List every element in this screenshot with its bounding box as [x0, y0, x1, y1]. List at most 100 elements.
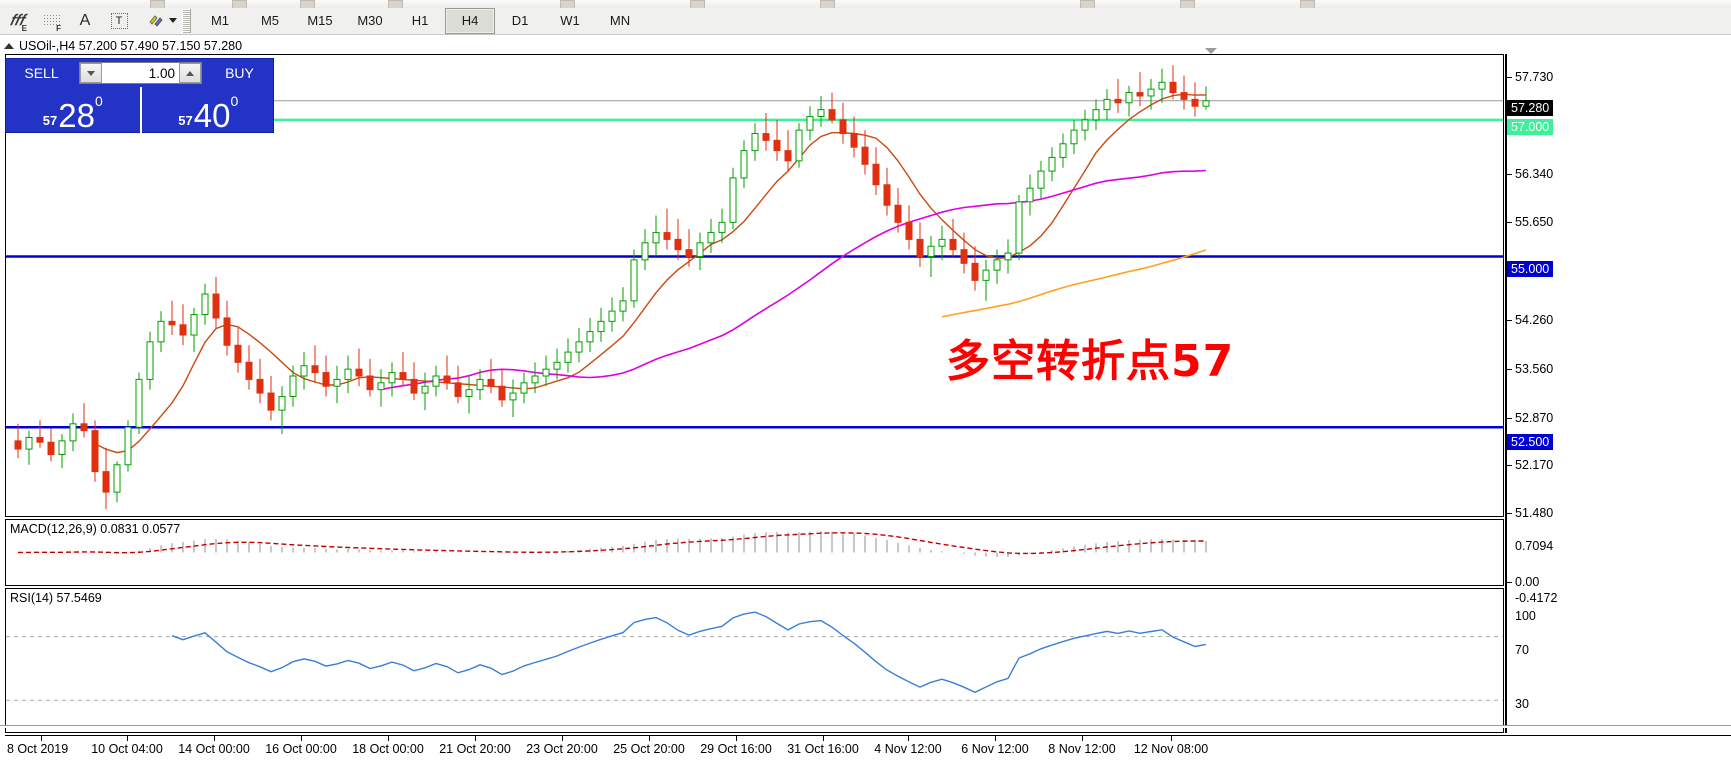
grid-dots-icon[interactable]: F: [34, 7, 68, 35]
price-badge-55-000: 55.000: [1507, 261, 1554, 277]
price-tick-label: 52.870: [1515, 411, 1554, 425]
price-axis[interactable]: 57.730 57.280 57.000 56.340 55.650 55.000 54.2…: [1505, 54, 1731, 733]
axis-tick: [1507, 320, 1512, 321]
chart-window[interactable]: USOil-,H4 57.200 57.490 57.150 57.280 多空…: [0, 36, 1731, 764]
sell-price-fraction: 0: [94, 93, 103, 109]
volume-decrease-button[interactable]: [80, 63, 102, 83]
toolbar-overflow-icon[interactable]: [1180, 0, 1195, 8]
chart-shift-marker[interactable]: [1205, 48, 1217, 54]
timeframe-m15[interactable]: M15: [307, 13, 333, 28]
time-tick: [214, 736, 215, 741]
time-tick-label: 21 Oct 20:00: [439, 742, 511, 756]
toolbar-overflow-icon[interactable]: [1080, 0, 1095, 8]
price-tick-label: -0.4172: [1515, 591, 1558, 605]
toolbar-gripper[interactable]: [182, 8, 191, 33]
timeframe-h4[interactable]: H4: [445, 7, 495, 34]
time-tick-label: 8 Oct 2019: [7, 742, 69, 756]
price-tick-label: 55.650: [1515, 215, 1554, 229]
time-tick-label: 25 Oct 20:00: [613, 742, 685, 756]
macd-plot: [17, 531, 1207, 557]
price-tick-label: 54.260: [1515, 313, 1554, 327]
price-tick-label: 57.730: [1515, 70, 1554, 84]
timeframe-m5[interactable]: M5: [260, 13, 280, 28]
toolbar-overflow-icon[interactable]: [690, 0, 705, 8]
time-tick: [649, 736, 650, 741]
sell-button[interactable]: SELL: [24, 65, 59, 81]
axis-tick: [1507, 174, 1512, 175]
sell-price[interactable]: 57 28 0: [6, 87, 140, 133]
macd-pane[interactable]: MACD(12,26,9) 0.0831 0.0577: [5, 519, 1504, 586]
toolbar-overflow-icon[interactable]: [150, 0, 165, 8]
toolbar-overflow-icon[interactable]: [1300, 0, 1315, 8]
toolbar-overflow-icon[interactable]: [232, 0, 247, 8]
timeframe-m1[interactable]: M1: [210, 13, 230, 28]
time-tick: [995, 736, 996, 741]
text-label-icon[interactable]: A: [79, 11, 91, 29]
arrows-dropdown-icon[interactable]: [136, 7, 180, 35]
price-tick-label: 56.340: [1515, 167, 1554, 181]
fractals-icon[interactable]: 𝑓𝑓𝑓 E: [10, 12, 27, 33]
toolbar-overflow-icon[interactable]: [820, 0, 835, 8]
price-tick-label: 100: [1515, 609, 1536, 623]
time-tick-label: 23 Oct 20:00: [526, 742, 598, 756]
timeframe-w1[interactable]: W1: [560, 13, 580, 28]
time-tick: [736, 736, 737, 741]
sell-price-pips: 28: [58, 97, 95, 134]
buy-price-big-figure: 57: [178, 113, 193, 128]
price-badge-57-280: 57.280: [1507, 100, 1554, 116]
price-tick-label: 30: [1515, 697, 1529, 711]
time-tick-label: 31 Oct 16:00: [787, 742, 859, 756]
toolbar-overflow-strip: [0, 0, 1731, 8]
time-tick-label: 16 Oct 00:00: [265, 742, 337, 756]
price-badge-57-000: 57.000: [1507, 119, 1554, 135]
time-tick-label: 4 Nov 12:00: [874, 742, 942, 756]
chart-title-text: USOil-,H4 57.200 57.490 57.150 57.280: [19, 39, 243, 53]
trend-up-icon: [4, 43, 14, 49]
window-bottom-edge: [0, 725, 1731, 728]
time-axis[interactable]: 8 Oct 2019 10 Oct 04:00 14 Oct 00:00 16 Oct…: [5, 735, 1731, 764]
price-badge-52-500: 52.500: [1507, 434, 1554, 450]
timeframe-mn[interactable]: MN: [609, 13, 631, 28]
time-tick: [388, 736, 389, 741]
axis-tick: [1507, 582, 1512, 583]
toolbar-overflow-icon[interactable]: [388, 0, 403, 8]
chart-title-bar: USOil-,H4 57.200 57.490 57.150 57.280: [4, 38, 242, 54]
price-tick-label: 53.560: [1515, 362, 1554, 376]
time-tick: [562, 736, 563, 741]
volume-stepper[interactable]: 1.00: [79, 62, 202, 84]
time-tick-label: 10 Oct 04:00: [91, 742, 163, 756]
volume-increase-button[interactable]: [179, 63, 201, 83]
one-click-trading-panel[interactable]: SELL 1.00 BUY 57 28 0 57 40 0: [5, 58, 274, 133]
timeframe-h1[interactable]: H1: [411, 13, 429, 28]
time-tick: [908, 736, 909, 741]
buy-price[interactable]: 57 40 0: [142, 87, 276, 133]
toolbar-overflow-icon[interactable]: [300, 0, 315, 8]
time-tick: [475, 736, 476, 741]
time-tick-label: 8 Nov 12:00: [1048, 742, 1116, 756]
price-axis-line: [1505, 54, 1507, 733]
price-tick-label: 51.480: [1515, 506, 1554, 520]
price-tick-label: 0.00: [1515, 575, 1540, 589]
time-tick: [1082, 736, 1083, 741]
timeframe-d1[interactable]: D1: [511, 13, 529, 28]
time-tick: [823, 736, 824, 741]
sell-price-big-figure: 57: [42, 113, 58, 128]
rsi-pane[interactable]: RSI(14) 57.5469: [5, 588, 1504, 733]
trade-panel-prices: 57 28 0 57 40 0: [6, 87, 275, 133]
timeframe-m30[interactable]: M30: [357, 13, 383, 28]
text-box-icon[interactable]: T: [102, 7, 136, 35]
buy-button[interactable]: BUY: [225, 65, 254, 81]
toolbar-overflow-icon[interactable]: [560, 0, 575, 8]
trade-panel-divider: [139, 87, 142, 133]
time-tick: [1171, 736, 1172, 741]
time-tick-label: 29 Oct 16:00: [700, 742, 772, 756]
volume-input[interactable]: 1.00: [148, 65, 175, 81]
axis-tick: [1507, 369, 1512, 370]
time-tick: [127, 736, 128, 741]
time-tick: [41, 736, 42, 741]
buy-price-fraction: 0: [230, 93, 239, 109]
axis-tick: [1507, 222, 1512, 223]
axis-tick: [1507, 465, 1512, 466]
axis-tick: [1507, 77, 1512, 78]
axis-tick: [1507, 418, 1512, 419]
